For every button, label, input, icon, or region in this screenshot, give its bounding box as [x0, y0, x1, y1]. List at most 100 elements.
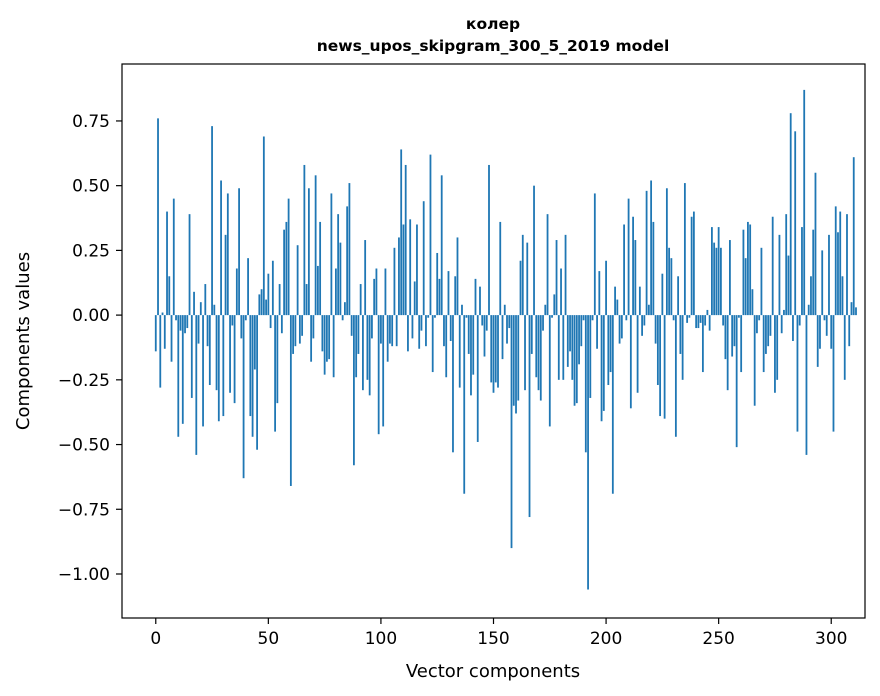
bar [623, 224, 625, 316]
bar [353, 315, 355, 466]
bar [697, 315, 700, 329]
x-tick-label: 150 [477, 629, 509, 649]
bar [803, 89, 806, 316]
bar [166, 211, 168, 316]
bar [479, 286, 481, 316]
bar [206, 315, 209, 347]
bar [830, 315, 833, 349]
bar [722, 315, 725, 326]
bar [715, 247, 718, 316]
bar [582, 315, 585, 321]
bar [828, 234, 830, 316]
bar [413, 281, 416, 316]
bar [251, 315, 254, 437]
bar [587, 315, 589, 590]
bar [564, 234, 567, 316]
bar [197, 315, 200, 344]
x-tick-label: 50 [258, 629, 280, 649]
bar [650, 180, 653, 316]
bar [751, 289, 754, 316]
bar [704, 315, 707, 326]
bar [463, 315, 466, 494]
bar [747, 221, 749, 316]
bar [443, 315, 445, 347]
bar [501, 315, 504, 360]
bar [783, 309, 785, 316]
bar [319, 221, 322, 316]
bar [652, 221, 655, 316]
bar [837, 232, 839, 316]
bar [663, 315, 666, 419]
bar [425, 315, 427, 347]
y-tick-label: −0.75 [58, 500, 110, 520]
bar [625, 315, 628, 321]
bar [494, 315, 497, 383]
bar [418, 315, 421, 349]
bar [713, 242, 716, 316]
bar [458, 315, 461, 388]
x-tick-label: 100 [365, 629, 397, 649]
bar [589, 315, 592, 398]
bar [627, 198, 630, 316]
bar [278, 284, 281, 316]
bar [330, 193, 333, 316]
bar [323, 315, 326, 375]
bar [679, 315, 682, 354]
bar [688, 315, 691, 318]
bar [659, 315, 662, 417]
bar [328, 315, 331, 360]
bar [389, 315, 391, 344]
bar [348, 183, 351, 316]
bar [371, 315, 373, 339]
bar [262, 136, 265, 316]
bar [181, 315, 184, 424]
bar [274, 315, 276, 432]
bar [420, 315, 423, 331]
bar [517, 315, 520, 401]
bar [645, 190, 648, 316]
bar [569, 315, 571, 352]
bar [756, 315, 758, 334]
bar [238, 188, 240, 316]
bar [798, 315, 801, 326]
bar [708, 315, 711, 331]
bar [629, 315, 632, 409]
bar [670, 258, 673, 316]
bar [787, 255, 790, 316]
bar [368, 315, 371, 396]
bar [816, 315, 819, 367]
bar [400, 149, 403, 316]
bar [267, 273, 270, 316]
bar [677, 276, 680, 316]
bar [632, 216, 634, 316]
bar [711, 227, 713, 316]
bar [296, 245, 299, 316]
bar [344, 302, 346, 316]
bar [701, 315, 704, 373]
bar [269, 315, 272, 329]
x-axis-ticks: 0 50 100 150 200 250 300 [150, 618, 847, 649]
bar [521, 234, 524, 316]
bar [244, 315, 247, 321]
bar [289, 315, 292, 486]
bar [834, 206, 837, 316]
bar [843, 315, 846, 380]
bar [467, 315, 470, 354]
bar [411, 315, 414, 339]
bar [440, 175, 443, 316]
bar [407, 315, 409, 352]
x-tick-label: 300 [815, 629, 847, 649]
bar [283, 229, 286, 316]
bar [832, 315, 835, 432]
bar [634, 240, 637, 316]
bar [515, 315, 517, 414]
bar [611, 315, 614, 494]
bar [362, 315, 364, 391]
bar [584, 315, 587, 453]
bar [825, 315, 828, 336]
bar [542, 315, 544, 331]
bar [690, 216, 693, 316]
y-tick-label: −0.50 [58, 436, 110, 456]
bar [562, 315, 565, 380]
